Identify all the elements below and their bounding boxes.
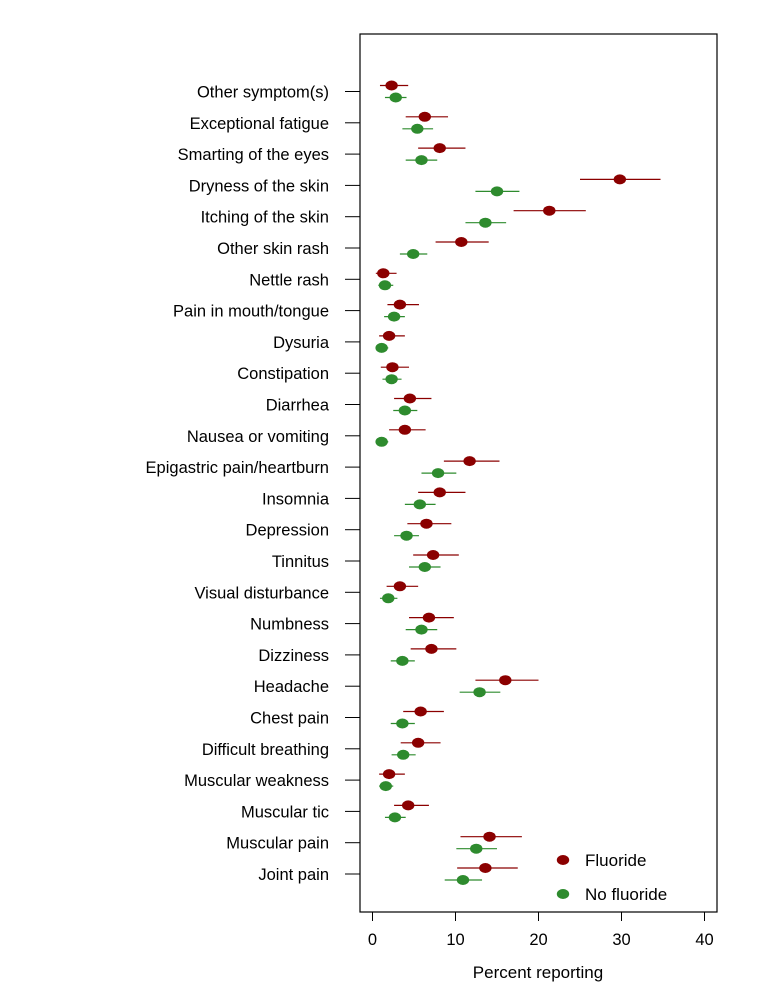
data-point <box>433 143 446 154</box>
legend-label: No fluoride <box>585 885 667 904</box>
category-label: Tinnitus <box>272 553 329 571</box>
data-point <box>393 299 407 310</box>
category-label: Constipation <box>237 365 329 383</box>
data-point <box>387 311 401 322</box>
data-point <box>398 405 412 416</box>
legend: Fluoride No fluoride <box>556 851 667 904</box>
data-point <box>388 812 402 823</box>
data-point <box>401 800 415 811</box>
legend-marker <box>556 855 570 865</box>
data-marks <box>375 80 661 885</box>
category-label: Muscular weakness <box>184 772 329 790</box>
category-label: Visual disturbance <box>194 584 329 602</box>
category-label: Dysuria <box>273 334 330 352</box>
category-label: Nausea or vomiting <box>187 428 329 446</box>
data-point <box>418 562 431 572</box>
x-tick-label: 30 <box>612 931 630 949</box>
data-point <box>425 643 438 654</box>
data-point <box>463 456 476 467</box>
data-point <box>400 530 413 541</box>
category-label: Muscular tic <box>241 803 329 821</box>
data-point <box>389 92 402 103</box>
data-point <box>411 123 424 134</box>
data-point <box>385 80 398 91</box>
data-point <box>415 155 428 166</box>
data-point <box>375 342 388 353</box>
x-tick-label: 0 <box>368 931 377 949</box>
category-label: Exceptional fatigue <box>190 115 329 133</box>
x-tick-label: 40 <box>695 931 713 949</box>
category-label: Dryness of the skin <box>189 177 329 195</box>
data-point <box>433 487 446 498</box>
data-point <box>386 362 399 373</box>
data-point <box>479 217 492 228</box>
category-label: Difficult breathing <box>202 741 329 759</box>
x-tick-label: 20 <box>529 931 547 949</box>
data-point <box>403 393 417 404</box>
legend-marker <box>556 889 570 899</box>
category-label: Epigastric pain/heartburn <box>146 459 329 477</box>
x-axis-title: Percent reporting <box>473 963 603 982</box>
category-label: Numbness <box>250 616 329 634</box>
category-label: Pain in mouth/tongue <box>173 303 329 321</box>
data-point <box>393 581 407 592</box>
plot-frame <box>359 33 718 913</box>
data-point <box>422 612 436 623</box>
data-point <box>490 186 504 197</box>
category-label: Headache <box>254 678 329 696</box>
data-point <box>385 374 398 385</box>
data-point <box>543 205 556 216</box>
data-point <box>456 875 470 885</box>
data-point <box>406 249 420 259</box>
category-label: Dizziness <box>258 647 329 665</box>
data-point <box>455 237 468 247</box>
category-label: Insomnia <box>262 490 330 508</box>
data-point <box>613 174 627 185</box>
data-point <box>382 769 396 780</box>
data-point <box>473 687 486 698</box>
data-point <box>499 675 512 686</box>
data-point <box>379 781 392 792</box>
data-point <box>375 436 388 447</box>
category-label: Smarting of the eyes <box>178 146 329 164</box>
category-label: Diarrhea <box>266 397 330 415</box>
category-label: Other symptom(s) <box>197 84 329 102</box>
data-point <box>397 749 410 760</box>
category-label: Joint pain <box>258 866 329 884</box>
data-point <box>431 468 445 479</box>
category-label: Muscular pain <box>226 835 329 853</box>
data-point <box>418 111 431 122</box>
data-point <box>413 499 427 510</box>
data-point <box>483 831 496 842</box>
data-point <box>378 280 392 291</box>
data-point <box>396 718 409 729</box>
category-label: Chest pain <box>250 710 329 728</box>
data-point <box>479 863 492 873</box>
data-point <box>382 593 395 604</box>
data-point <box>398 424 412 435</box>
data-point <box>415 624 428 635</box>
y-axis-ticks <box>345 91 360 875</box>
category-label: Itching of the skin <box>201 209 329 227</box>
data-point <box>377 268 390 279</box>
data-point <box>420 518 433 529</box>
data-point <box>382 330 396 341</box>
y-axis-labels: Other symptom(s) Exceptional fatigue Smart… <box>146 84 330 885</box>
legend-label: Fluoride <box>585 851 646 870</box>
category-label: Nettle rash <box>249 271 329 289</box>
data-point <box>426 550 440 560</box>
category-label: Other skin rash <box>217 240 329 258</box>
data-point <box>396 655 409 666</box>
category-label: Depression <box>246 522 329 540</box>
x-tick-label: 10 <box>446 931 464 949</box>
data-point <box>411 737 425 748</box>
data-point <box>414 706 427 717</box>
data-point <box>470 843 483 854</box>
x-axis: 0 10 20 30 40 <box>368 911 714 949</box>
